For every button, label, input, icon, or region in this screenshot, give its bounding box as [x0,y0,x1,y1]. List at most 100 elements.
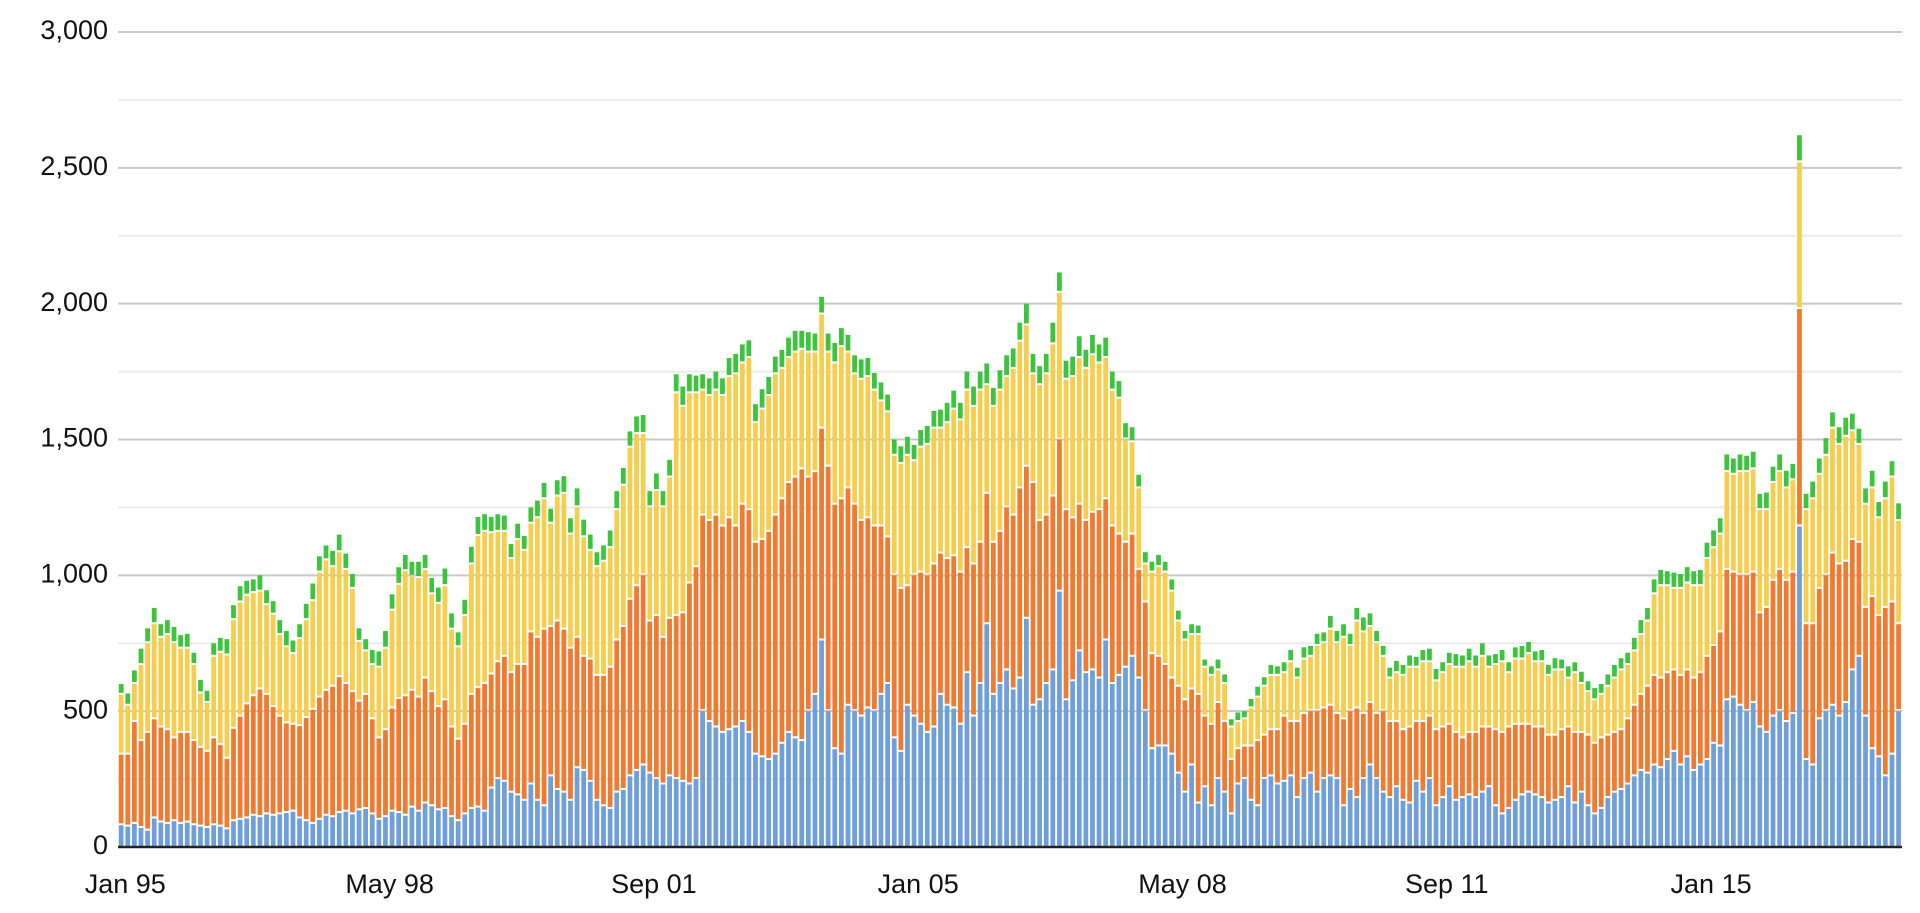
bar-segment [118,825,124,847]
x-tick-label: Jan 95 [85,869,166,899]
bar-segment [1030,353,1036,373]
bar-segment [1559,659,1564,669]
bar-segment [924,444,930,574]
bar-segment [772,374,778,514]
bar-segment [1440,727,1446,797]
bar-segment [1744,711,1749,847]
bar-segment [1215,779,1221,847]
bar-segment [614,491,620,509]
bar-segment [409,576,415,689]
bar-segment [594,552,600,566]
bar-segment [1863,488,1868,503]
bar-segment [1010,348,1016,367]
bar-segment [720,732,725,847]
bar-segment [667,459,672,476]
bar-segment [1261,779,1267,847]
bar-segment [482,531,487,682]
bar-segment [541,482,547,498]
bar-segment [1612,678,1617,731]
bar-segment [878,382,884,400]
bar-segment [1175,686,1181,772]
bar-segment [416,578,421,696]
bar-segment [468,808,474,847]
bar-segment [587,550,593,658]
bar-segment [310,601,316,708]
bar-segment [1453,654,1459,666]
bar-segment [1645,607,1650,620]
bar-segment [1347,789,1353,847]
bar-segment [1169,754,1175,847]
bar-segment [217,637,223,651]
bar-segment [554,496,560,620]
bar-segment [1017,678,1023,847]
bar-segment [1116,534,1122,674]
bar-segment [852,374,857,503]
bar-segment [1321,708,1327,778]
bar-segment [389,594,395,609]
bar-segment [1103,499,1109,639]
bar-segment [1863,504,1868,606]
bar-segment [508,544,514,558]
bar-segment [1109,371,1115,389]
bar-segment [290,724,296,810]
bar-segment [766,760,772,847]
bar-segment [1572,732,1578,802]
bar-segment [1585,692,1591,734]
bar-segment [1261,677,1267,685]
bar-segment [158,822,164,847]
bar-segment [574,507,580,636]
bar-segment [297,639,302,725]
bar-segment [1605,686,1611,734]
bar-segment [1255,741,1261,805]
bar-segment [1235,722,1241,748]
bar-segment [1869,470,1875,487]
bar-segment [891,738,897,847]
bar-segment [759,389,765,408]
bar-segment [1816,458,1822,473]
bar-segment [1314,711,1320,791]
bar-segment [1896,624,1901,710]
bar-segment [911,461,917,574]
bar-segment [891,575,897,737]
bar-segment [1281,662,1287,672]
bar-segment [1605,674,1611,685]
bar-segment [449,629,454,726]
bar-segment [231,620,236,727]
bar-segment [990,542,996,693]
bar-segment [1532,662,1538,726]
bar-segment [647,507,653,620]
bar-segment [839,347,844,498]
bar-segment [204,690,210,702]
bar-segment [700,390,706,514]
bar-segment [1288,776,1294,847]
bar-segment [125,826,131,847]
bar-segment [1010,368,1016,514]
bar-segment [178,635,184,647]
bar-segment [1460,655,1465,666]
bar-segment [488,674,494,787]
bar-segment [270,707,276,814]
bar-segment [931,410,937,427]
bar-segment [660,507,666,636]
bar-segment [1294,722,1300,797]
bar-segment [1202,667,1208,715]
bar-segment [277,814,283,847]
bar-segment [145,830,150,847]
bar-segment [1651,675,1657,764]
bar-segment [997,684,1003,847]
bar-segment [1658,586,1664,677]
bar-segment [891,455,897,574]
bar-segment [442,586,448,699]
bar-segment [1651,594,1657,674]
bar-segment [1195,694,1201,802]
bar-segment [984,385,990,492]
bar-segment [264,814,269,847]
bar-segment [165,635,170,729]
bar-segment [1777,472,1783,568]
bar-segment [944,705,950,847]
bar-segment [1248,698,1254,707]
bar-segment [1559,670,1564,729]
bar-segment [231,605,236,619]
x-tick-label: May 08 [1138,869,1227,899]
bar-segment [944,423,950,558]
